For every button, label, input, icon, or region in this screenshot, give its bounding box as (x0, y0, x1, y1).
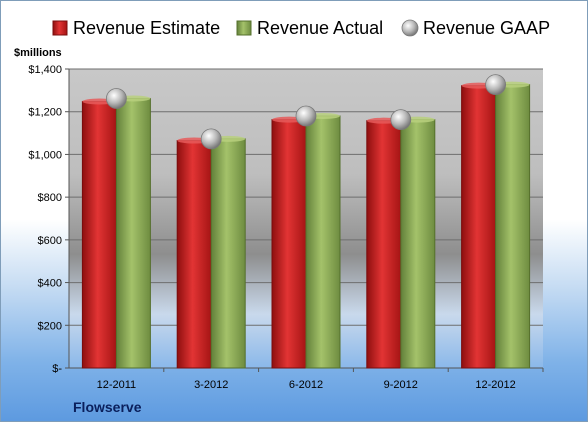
gaap-marker (106, 88, 127, 109)
legend-label: Revenue Actual (257, 18, 383, 38)
company-name: Flowserve (73, 399, 142, 415)
bar-actual (400, 119, 436, 369)
legend-label: Revenue Estimate (73, 18, 220, 38)
y-tick-label: $600 (38, 235, 62, 247)
y-tick-label: $1,400 (28, 64, 62, 76)
gaap-marker (390, 109, 412, 131)
legend-label: Revenue GAAP (423, 18, 550, 38)
x-tick-label: 3-2012 (194, 379, 228, 391)
legend-swatch (52, 20, 68, 36)
bar-estimate (81, 100, 117, 369)
gaap-marker (485, 74, 507, 95)
unit-label: $millions (14, 47, 62, 59)
gaap-markers (106, 74, 507, 150)
bar-estimate (271, 119, 307, 369)
gaap-marker (200, 128, 222, 150)
y-tick-label: $800 (38, 192, 62, 204)
y-tick-label: $200 (38, 320, 62, 332)
bar-estimate (176, 140, 212, 369)
bar-actual (210, 138, 246, 369)
bar-actual (115, 97, 151, 369)
bars (81, 81, 531, 369)
x-tick-label: 12-2012 (475, 379, 515, 391)
gaap-marker (295, 105, 317, 127)
x-tick-label: 12-2011 (97, 379, 137, 391)
bar-actual (495, 84, 531, 369)
axes: $- $200 $400 $600 $800 $1,000 $1,200 $1,400 12-2… (28, 64, 544, 391)
y-tick-label: $400 (38, 278, 62, 290)
bar-estimate (366, 120, 402, 369)
bar-estimate (461, 85, 497, 369)
legend: Revenue Estimate Revenue Actual Revenue GA… (52, 18, 550, 38)
x-tick-label: 9-2012 (384, 379, 418, 391)
legend-swatch (236, 20, 252, 36)
x-tick-label: 6-2012 (289, 379, 323, 391)
y-tick-label: $1,000 (28, 149, 62, 161)
y-tick-label: $1,200 (28, 107, 62, 119)
bar-actual (305, 115, 341, 369)
legend-swatch (401, 19, 419, 37)
y-tick-label: $- (52, 363, 62, 375)
